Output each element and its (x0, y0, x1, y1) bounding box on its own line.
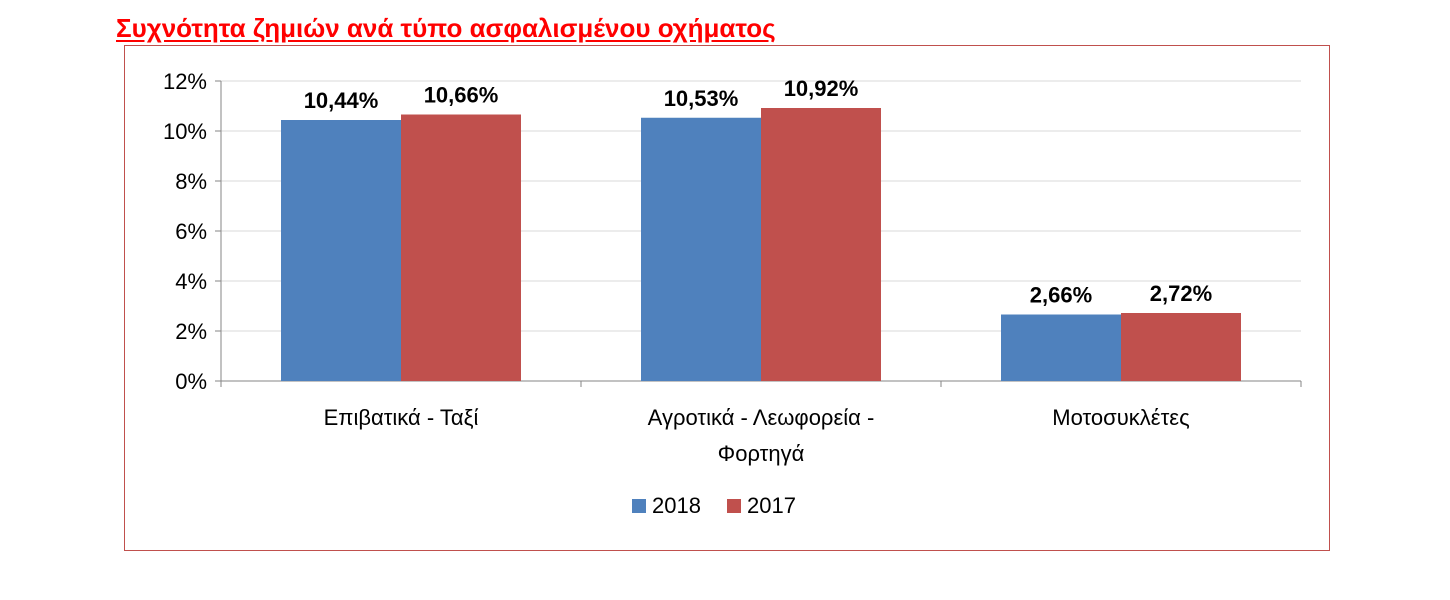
bar-2017 (401, 114, 521, 381)
y-tick-label: 2% (175, 319, 207, 344)
y-tick-label: 0% (175, 369, 207, 394)
bar-2017 (1121, 313, 1241, 381)
bar-chart: 0% 2% 4% 6% 8% 10% 12% 10,44% 10,66% Επιβατικά - … (163, 69, 1302, 518)
data-label: 2,66% (1030, 283, 1092, 308)
data-label: 2,72% (1150, 281, 1212, 306)
y-tick-label: 10% (163, 119, 207, 144)
y-tick-label: 6% (175, 219, 207, 244)
data-label: 10,66% (424, 83, 499, 108)
x-category-label: Μοτοσυκλέτες (1052, 405, 1189, 430)
bar-2018 (281, 120, 401, 381)
data-label: 10,53% (664, 86, 739, 111)
legend-label: 2018 (652, 493, 701, 518)
legend-swatch-2017 (727, 499, 741, 513)
bar-2017 (761, 108, 881, 381)
y-tick-label: 8% (175, 169, 207, 194)
y-tick-label: 4% (175, 269, 207, 294)
data-label: 10,92% (784, 76, 859, 101)
data-label: 10,44% (304, 88, 379, 113)
bar-2018 (641, 117, 761, 381)
x-category-label: Αγροτικά - Λεωφορεία - (648, 405, 875, 430)
page-title: Συχνότητα ζημιών ανά τύπο ασφαλισμένου ο… (116, 13, 776, 43)
chart-frame: 0% 2% 4% 6% 8% 10% 12% 10,44% 10,66% Επιβατικά - … (124, 45, 1330, 551)
x-category-label: Επιβατικά - Ταξί (324, 405, 479, 430)
legend-swatch-2018 (632, 499, 646, 513)
x-category-label: Φορτηγά (718, 441, 805, 466)
legend-label: 2017 (747, 493, 796, 518)
y-tick-label: 12% (163, 69, 207, 94)
bar-2018 (1001, 314, 1121, 381)
